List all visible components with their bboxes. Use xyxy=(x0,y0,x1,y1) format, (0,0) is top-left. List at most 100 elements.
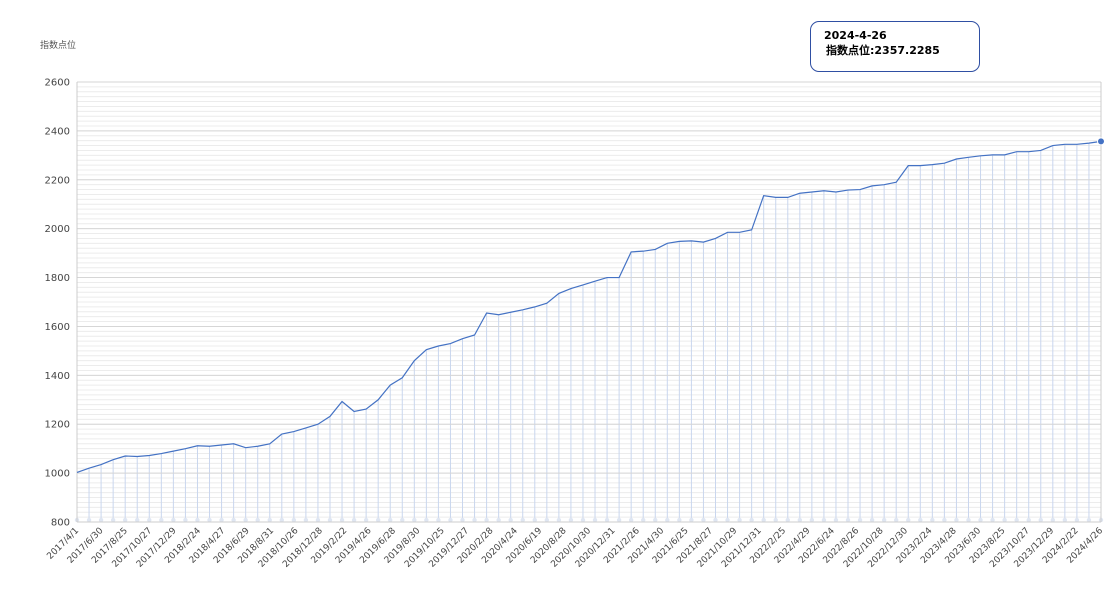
x-tick-dot xyxy=(171,517,176,523)
x-tick-dot xyxy=(773,517,778,523)
x-tick-dot xyxy=(351,517,357,523)
x-tick-dot xyxy=(388,517,393,523)
x-tick-dot xyxy=(821,517,827,523)
y-tick-label: 2400 xyxy=(45,126,70,137)
x-tick-dot xyxy=(628,517,634,523)
x-tick-dot xyxy=(279,517,284,523)
x-tick-dot xyxy=(833,517,839,523)
x-tick-dot xyxy=(448,517,453,523)
x-tick-dot xyxy=(460,517,465,523)
x-tick-dot xyxy=(894,517,899,523)
x-tick-dot xyxy=(978,517,983,523)
x-tick-dot xyxy=(556,517,562,523)
x-tick-dot xyxy=(303,517,309,523)
x-tick-dot xyxy=(954,517,959,523)
x-tick-dot xyxy=(930,517,935,523)
x-tick-dot xyxy=(689,517,694,523)
y-tick-label: 1000 xyxy=(45,469,70,480)
x-tick-dot xyxy=(1026,517,1031,523)
x-tick-dot xyxy=(1038,517,1043,523)
x-tick-dot xyxy=(231,517,236,523)
x-tick-dot xyxy=(701,517,706,523)
x-tick-dot xyxy=(906,517,911,523)
x-tick-dot xyxy=(147,517,152,523)
x-tick-dot xyxy=(749,517,754,523)
x-tick-dot xyxy=(110,517,116,523)
y-axis-ticks: 800 1000 1200 1400 1600 1800 2000 2200 2400 2600 xyxy=(45,78,70,529)
x-tick-dot xyxy=(1014,517,1019,523)
tooltip-date: 2024-4-26 xyxy=(824,29,887,42)
x-tick-dot xyxy=(797,517,803,523)
x-tick-dot xyxy=(327,517,333,523)
x-tick-dot xyxy=(1062,517,1068,523)
x-tick-dot xyxy=(1074,517,1080,523)
x-tick-dot xyxy=(267,517,272,523)
series-line xyxy=(76,140,1102,473)
x-tick-dot xyxy=(1086,517,1092,523)
x-tick-dot xyxy=(315,517,321,523)
x-tick-dot xyxy=(761,517,766,523)
x-tick-dot xyxy=(183,517,188,523)
x-tick-dot xyxy=(484,517,489,523)
x-tick-dot xyxy=(616,517,622,523)
y-tick-label: 800 xyxy=(51,518,70,529)
y-tick-label: 1800 xyxy=(45,273,70,284)
y-tick-label: 2600 xyxy=(45,78,70,89)
major-gridlines xyxy=(77,81,1101,523)
y-tick-label: 2200 xyxy=(45,175,70,186)
x-tick-dot xyxy=(713,517,718,523)
x-tick-dot xyxy=(291,517,297,523)
x-tick-dot xyxy=(496,517,501,523)
series-points xyxy=(1097,137,1105,146)
y-tick-label: 1600 xyxy=(45,322,70,333)
x-tick-dot xyxy=(641,517,646,523)
x-tick-dot xyxy=(243,517,248,523)
x-axis-ticks: 2017/4/12017/6/302017/8/252017/10/272017… xyxy=(45,526,1105,570)
x-tick-dot xyxy=(375,517,381,523)
x-tick-dot xyxy=(363,517,369,523)
x-tick-dot xyxy=(725,517,730,523)
x-tick-dot xyxy=(665,517,670,523)
x-tick-dot xyxy=(122,517,128,523)
x-tick-dot xyxy=(809,517,815,523)
x-tick-dot xyxy=(520,517,525,523)
x-tick-dot xyxy=(424,517,429,523)
series-path xyxy=(76,140,1102,473)
x-tick-dot xyxy=(966,517,971,523)
highlighted-point xyxy=(1097,137,1105,146)
vertical-gridlines xyxy=(74,141,1104,523)
x-tick-dot xyxy=(677,517,682,523)
x-tick-dot xyxy=(857,517,863,523)
x-tick-dot xyxy=(400,517,405,523)
x-tick-dot xyxy=(532,517,537,523)
y-tick-label: 2000 xyxy=(45,224,70,235)
y-axis-label: 指数点位 xyxy=(40,41,77,51)
y-tick-label: 1200 xyxy=(45,420,70,431)
x-tick-dot xyxy=(592,517,598,523)
x-tick-dot xyxy=(737,517,742,523)
x-tick-dot xyxy=(339,517,345,523)
x-tick-dot xyxy=(436,517,441,523)
x-tick-dot xyxy=(1002,517,1007,523)
x-tick-dot xyxy=(544,517,550,523)
x-tick-dot xyxy=(508,517,513,523)
x-tick-dot xyxy=(881,517,887,523)
x-tick-dot xyxy=(412,517,417,523)
x-tick-dot xyxy=(207,517,212,523)
x-tick-dot xyxy=(942,517,947,523)
x-tick-dot xyxy=(580,517,586,523)
x-tick-dot xyxy=(195,517,200,523)
x-tick-dot xyxy=(472,517,477,523)
x-tick-dot xyxy=(135,517,140,523)
minor-gridlines xyxy=(77,81,1101,523)
x-tick-dot xyxy=(990,517,995,523)
x-tick-dot xyxy=(1050,517,1056,523)
x-tick-dot xyxy=(653,517,658,523)
x-tick-dot xyxy=(159,517,164,523)
y-tick-label: 1400 xyxy=(45,371,70,382)
x-tick-dot xyxy=(219,517,224,523)
hover-tooltip: 2024-4-26 指数点位:2357.2285 xyxy=(810,21,980,72)
x-tick-dot xyxy=(918,517,923,523)
x-tick-dot xyxy=(845,517,851,523)
